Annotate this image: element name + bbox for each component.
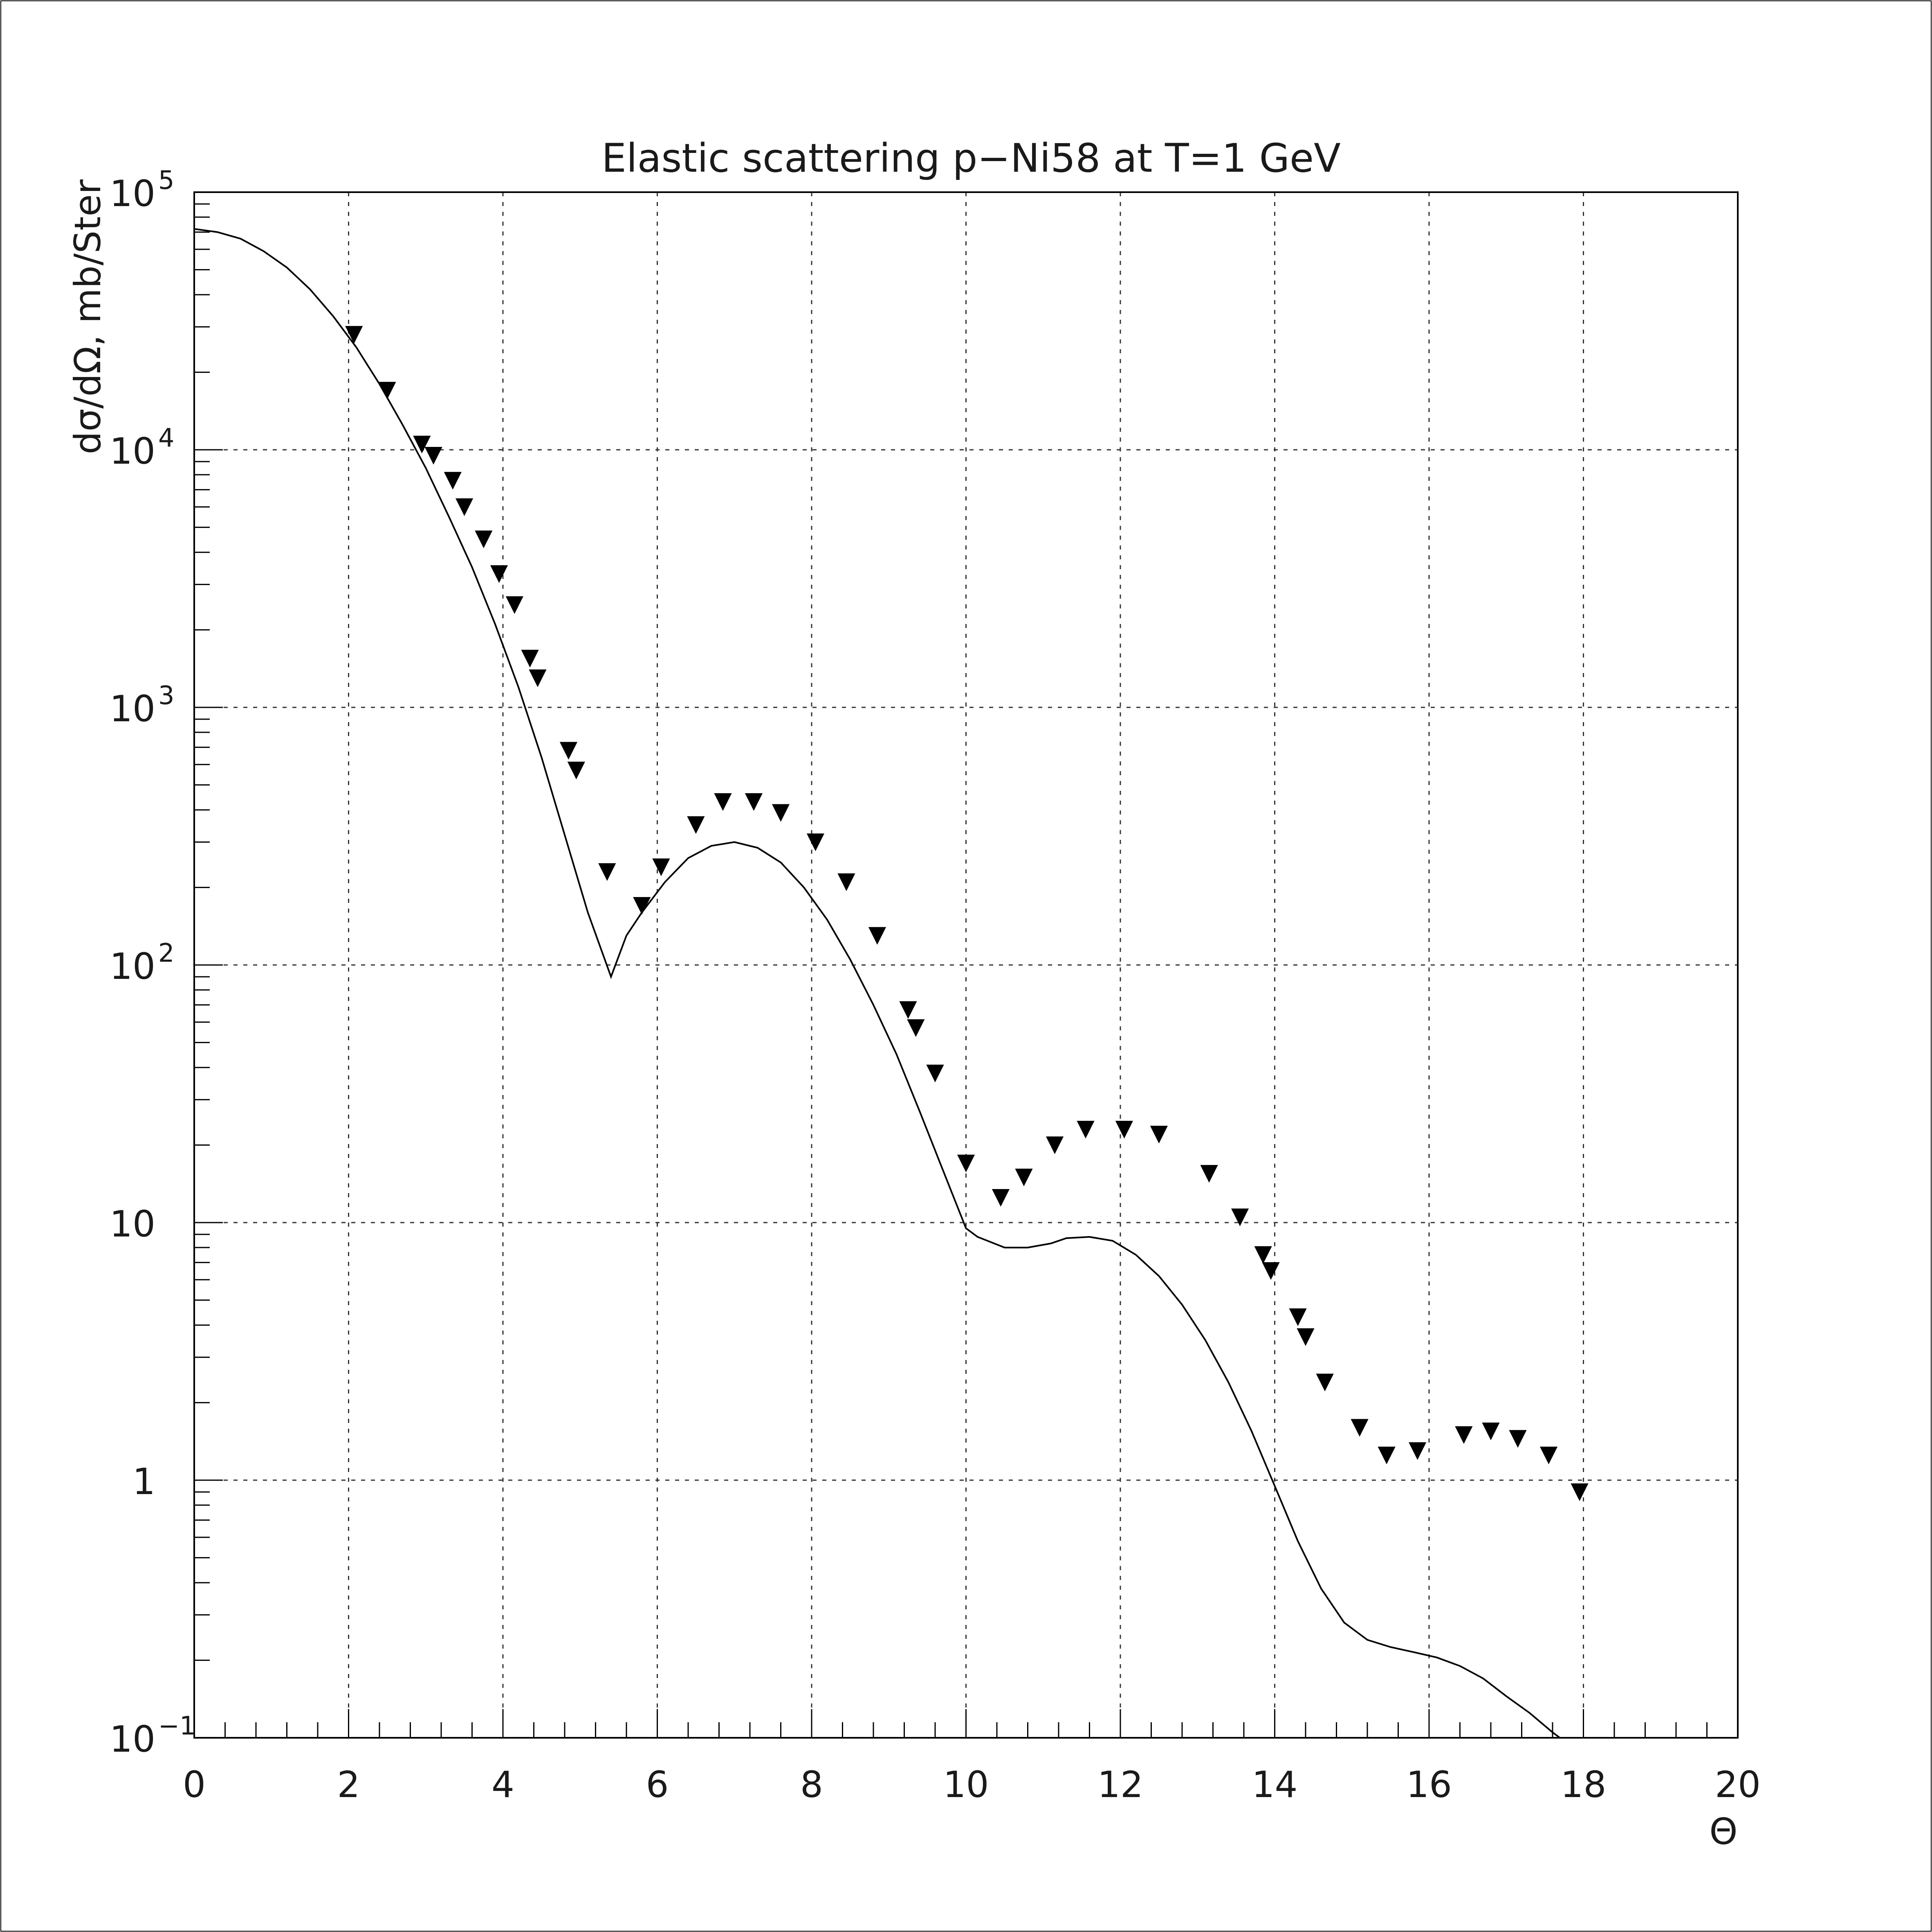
data-point-marker: [652, 858, 670, 876]
data-point-marker: [1539, 1446, 1558, 1465]
y-tick-label: 10: [110, 430, 155, 472]
data-point-marker: [957, 1154, 975, 1173]
series-layer: [194, 228, 1589, 1738]
data-point-marker: [1115, 1121, 1133, 1139]
grid-layer: [194, 192, 1738, 1738]
data-point-marker: [1455, 1426, 1473, 1444]
data-point-marker: [1015, 1169, 1033, 1187]
data-point-marker: [567, 761, 585, 780]
data-point-marker: [1254, 1246, 1272, 1264]
y-tick-label: 10: [110, 688, 155, 730]
x-tick-label: 16: [1406, 1764, 1452, 1806]
data-point-marker: [1571, 1483, 1589, 1501]
data-point-marker: [345, 326, 363, 344]
data-point-marker: [490, 565, 508, 583]
data-point-marker: [687, 816, 705, 834]
data-point-marker: [868, 927, 886, 945]
data-point-marker: [772, 804, 790, 822]
data-point-marker: [1150, 1126, 1168, 1144]
x-axis-label: Θ: [1709, 1811, 1737, 1853]
data-point-marker: [505, 596, 523, 614]
x-tick-label: 20: [1715, 1764, 1761, 1806]
data-point-marker: [926, 1064, 944, 1082]
data-point-marker: [1378, 1446, 1396, 1465]
data-point-marker: [714, 793, 732, 811]
data-point-marker: [521, 650, 539, 668]
data-point-marker: [1316, 1373, 1334, 1391]
chart-title: Elastic scattering p−Ni58 at T=1 GeV: [601, 135, 1341, 181]
y-axis-label: dσ/dΩ, mb/Ster: [67, 179, 109, 454]
y-tick-exponent: −1: [158, 1711, 195, 1741]
data-point-marker: [598, 863, 616, 881]
y-tick-exponent: 4: [158, 423, 174, 453]
data-point-marker: [1200, 1165, 1218, 1183]
theory-curve: [194, 228, 1562, 1738]
data-point-marker: [1409, 1442, 1427, 1460]
y-tick-exponent: 2: [158, 938, 174, 968]
data-point-marker: [806, 833, 825, 851]
y-tick-exponent: 5: [158, 165, 174, 195]
data-point-marker: [1046, 1136, 1064, 1154]
y-tick-label: 10: [110, 1718, 155, 1760]
tick-layer: [193, 191, 1739, 1739]
data-point-marker: [444, 472, 462, 490]
y-tick-exponent: 3: [158, 680, 174, 710]
data-point-marker: [907, 1019, 925, 1037]
data-point-marker: [992, 1189, 1010, 1207]
x-tick-label: 18: [1561, 1764, 1607, 1806]
x-tick-label: 0: [183, 1764, 206, 1806]
data-point-marker: [413, 435, 431, 453]
data-point-marker: [475, 530, 493, 548]
x-tick-label: 14: [1252, 1764, 1298, 1806]
data-point-marker: [1262, 1262, 1280, 1280]
data-point-marker: [837, 873, 855, 891]
data-point-marker: [1289, 1308, 1307, 1326]
x-tick-label: 6: [646, 1764, 669, 1806]
data-point-marker: [559, 742, 578, 760]
data-point-marker: [1351, 1419, 1369, 1437]
data-point-marker: [424, 447, 442, 465]
x-tick-label: 10: [943, 1764, 989, 1806]
data-point-marker: [1509, 1430, 1527, 1448]
data-point-marker: [529, 669, 547, 687]
y-tick-label: 1: [132, 1461, 155, 1503]
data-point-marker: [1482, 1423, 1500, 1441]
data-point-marker: [1077, 1121, 1095, 1139]
data-point-marker: [456, 498, 473, 516]
y-tick-label: 10: [110, 945, 155, 987]
data-point-marker: [899, 1001, 917, 1019]
x-tick-label: 4: [491, 1764, 514, 1806]
y-tick-label: 10: [110, 1203, 155, 1245]
data-point-marker: [1297, 1328, 1315, 1346]
y-tick-label: 10: [110, 173, 155, 215]
data-point-marker: [1231, 1208, 1249, 1226]
data-point-marker: [745, 793, 763, 811]
x-tick-label: 8: [800, 1764, 823, 1806]
x-tick-label: 12: [1097, 1764, 1143, 1806]
x-tick-label: 2: [337, 1764, 360, 1806]
data-point-marker: [378, 381, 396, 400]
data-point-marker: [633, 897, 651, 915]
